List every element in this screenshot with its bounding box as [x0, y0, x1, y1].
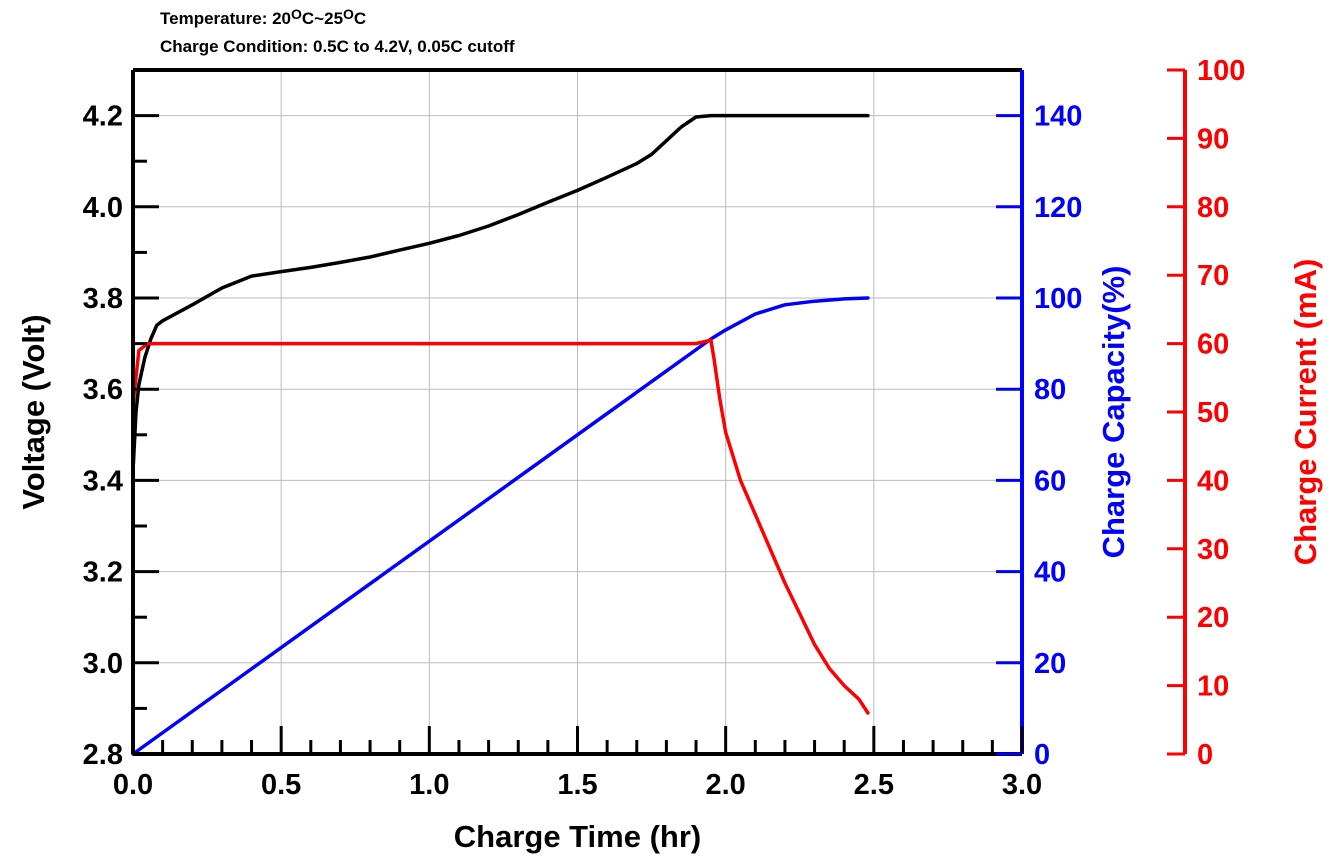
current-tick-label: 70	[1197, 260, 1229, 292]
capacity-tick-label: 20	[1034, 648, 1066, 680]
x-tick-label: 0.0	[113, 769, 153, 801]
current-tick-label: 100	[1197, 55, 1245, 87]
x-tick-label: 3.0	[1002, 769, 1042, 801]
tick-labels: 0.0 0.5 1.0 1.5 2.0 2.5 3.0 2.8 3.0 3.2 3.4 3.6 3.8 4…	[83, 55, 1246, 801]
capacity-tick-label: 40	[1034, 557, 1066, 589]
data-series	[131, 113, 870, 756]
voltage-tick-label: 4.2	[83, 101, 123, 133]
x-axis-title: Charge Time (hr)	[454, 819, 701, 854]
y-axis-title-capacity: Charge Capacity(%)	[1096, 266, 1131, 559]
voltage-tick-label: 3.6	[83, 374, 123, 406]
voltage-tick-label: 2.8	[83, 739, 123, 771]
voltage-tick-label: 3.2	[83, 557, 123, 589]
current-tick-label: 0	[1197, 739, 1213, 771]
x-tick-label: 2.5	[854, 769, 894, 801]
current-tick-label: 40	[1197, 465, 1229, 497]
grid-lines	[133, 70, 1022, 754]
voltage-tick-label: 4.0	[83, 192, 123, 224]
current-tick-label: 30	[1197, 534, 1229, 566]
capacity-tick-label: 60	[1034, 465, 1066, 497]
current-tick-label: 90	[1197, 123, 1229, 155]
axes	[131, 68, 1187, 756]
capacity-tick-label: 120	[1034, 192, 1082, 224]
header: Temperature: 20OC~25OC Charge Condition:…	[160, 6, 515, 56]
current-tick-label: 60	[1197, 329, 1229, 361]
temperature-label: Temperature: 20OC~25OC	[160, 6, 366, 28]
current-tick-label: 10	[1197, 671, 1229, 703]
current-tick-label: 50	[1197, 397, 1229, 429]
current-line	[131, 338, 870, 715]
capacity-line	[131, 296, 870, 756]
x-tick-label: 2.0	[706, 769, 746, 801]
x-tick-label: 1.0	[409, 769, 449, 801]
capacity-tick-label: 0	[1034, 739, 1050, 771]
voltage-tick-label: 3.8	[83, 283, 123, 315]
voltage-tick-label: 3.4	[83, 465, 123, 497]
capacity-tick-label: 100	[1034, 283, 1082, 315]
capacity-tick-label: 140	[1034, 101, 1082, 133]
y-axis-title-current: Charge Current (mA)	[1288, 259, 1323, 566]
y-axis-title-voltage: Voltage (Volt)	[16, 314, 51, 509]
charge-condition-label: Charge Condition: 0.5C to 4.2V, 0.05C cu…	[160, 37, 515, 56]
voltage-line	[131, 113, 870, 474]
voltage-tick-label: 3.0	[83, 648, 123, 680]
x-tick-label: 0.5	[261, 769, 301, 801]
capacity-tick-label: 80	[1034, 374, 1066, 406]
x-tick-label: 1.5	[557, 769, 597, 801]
current-tick-label: 20	[1197, 602, 1229, 634]
current-tick-label: 80	[1197, 192, 1229, 224]
